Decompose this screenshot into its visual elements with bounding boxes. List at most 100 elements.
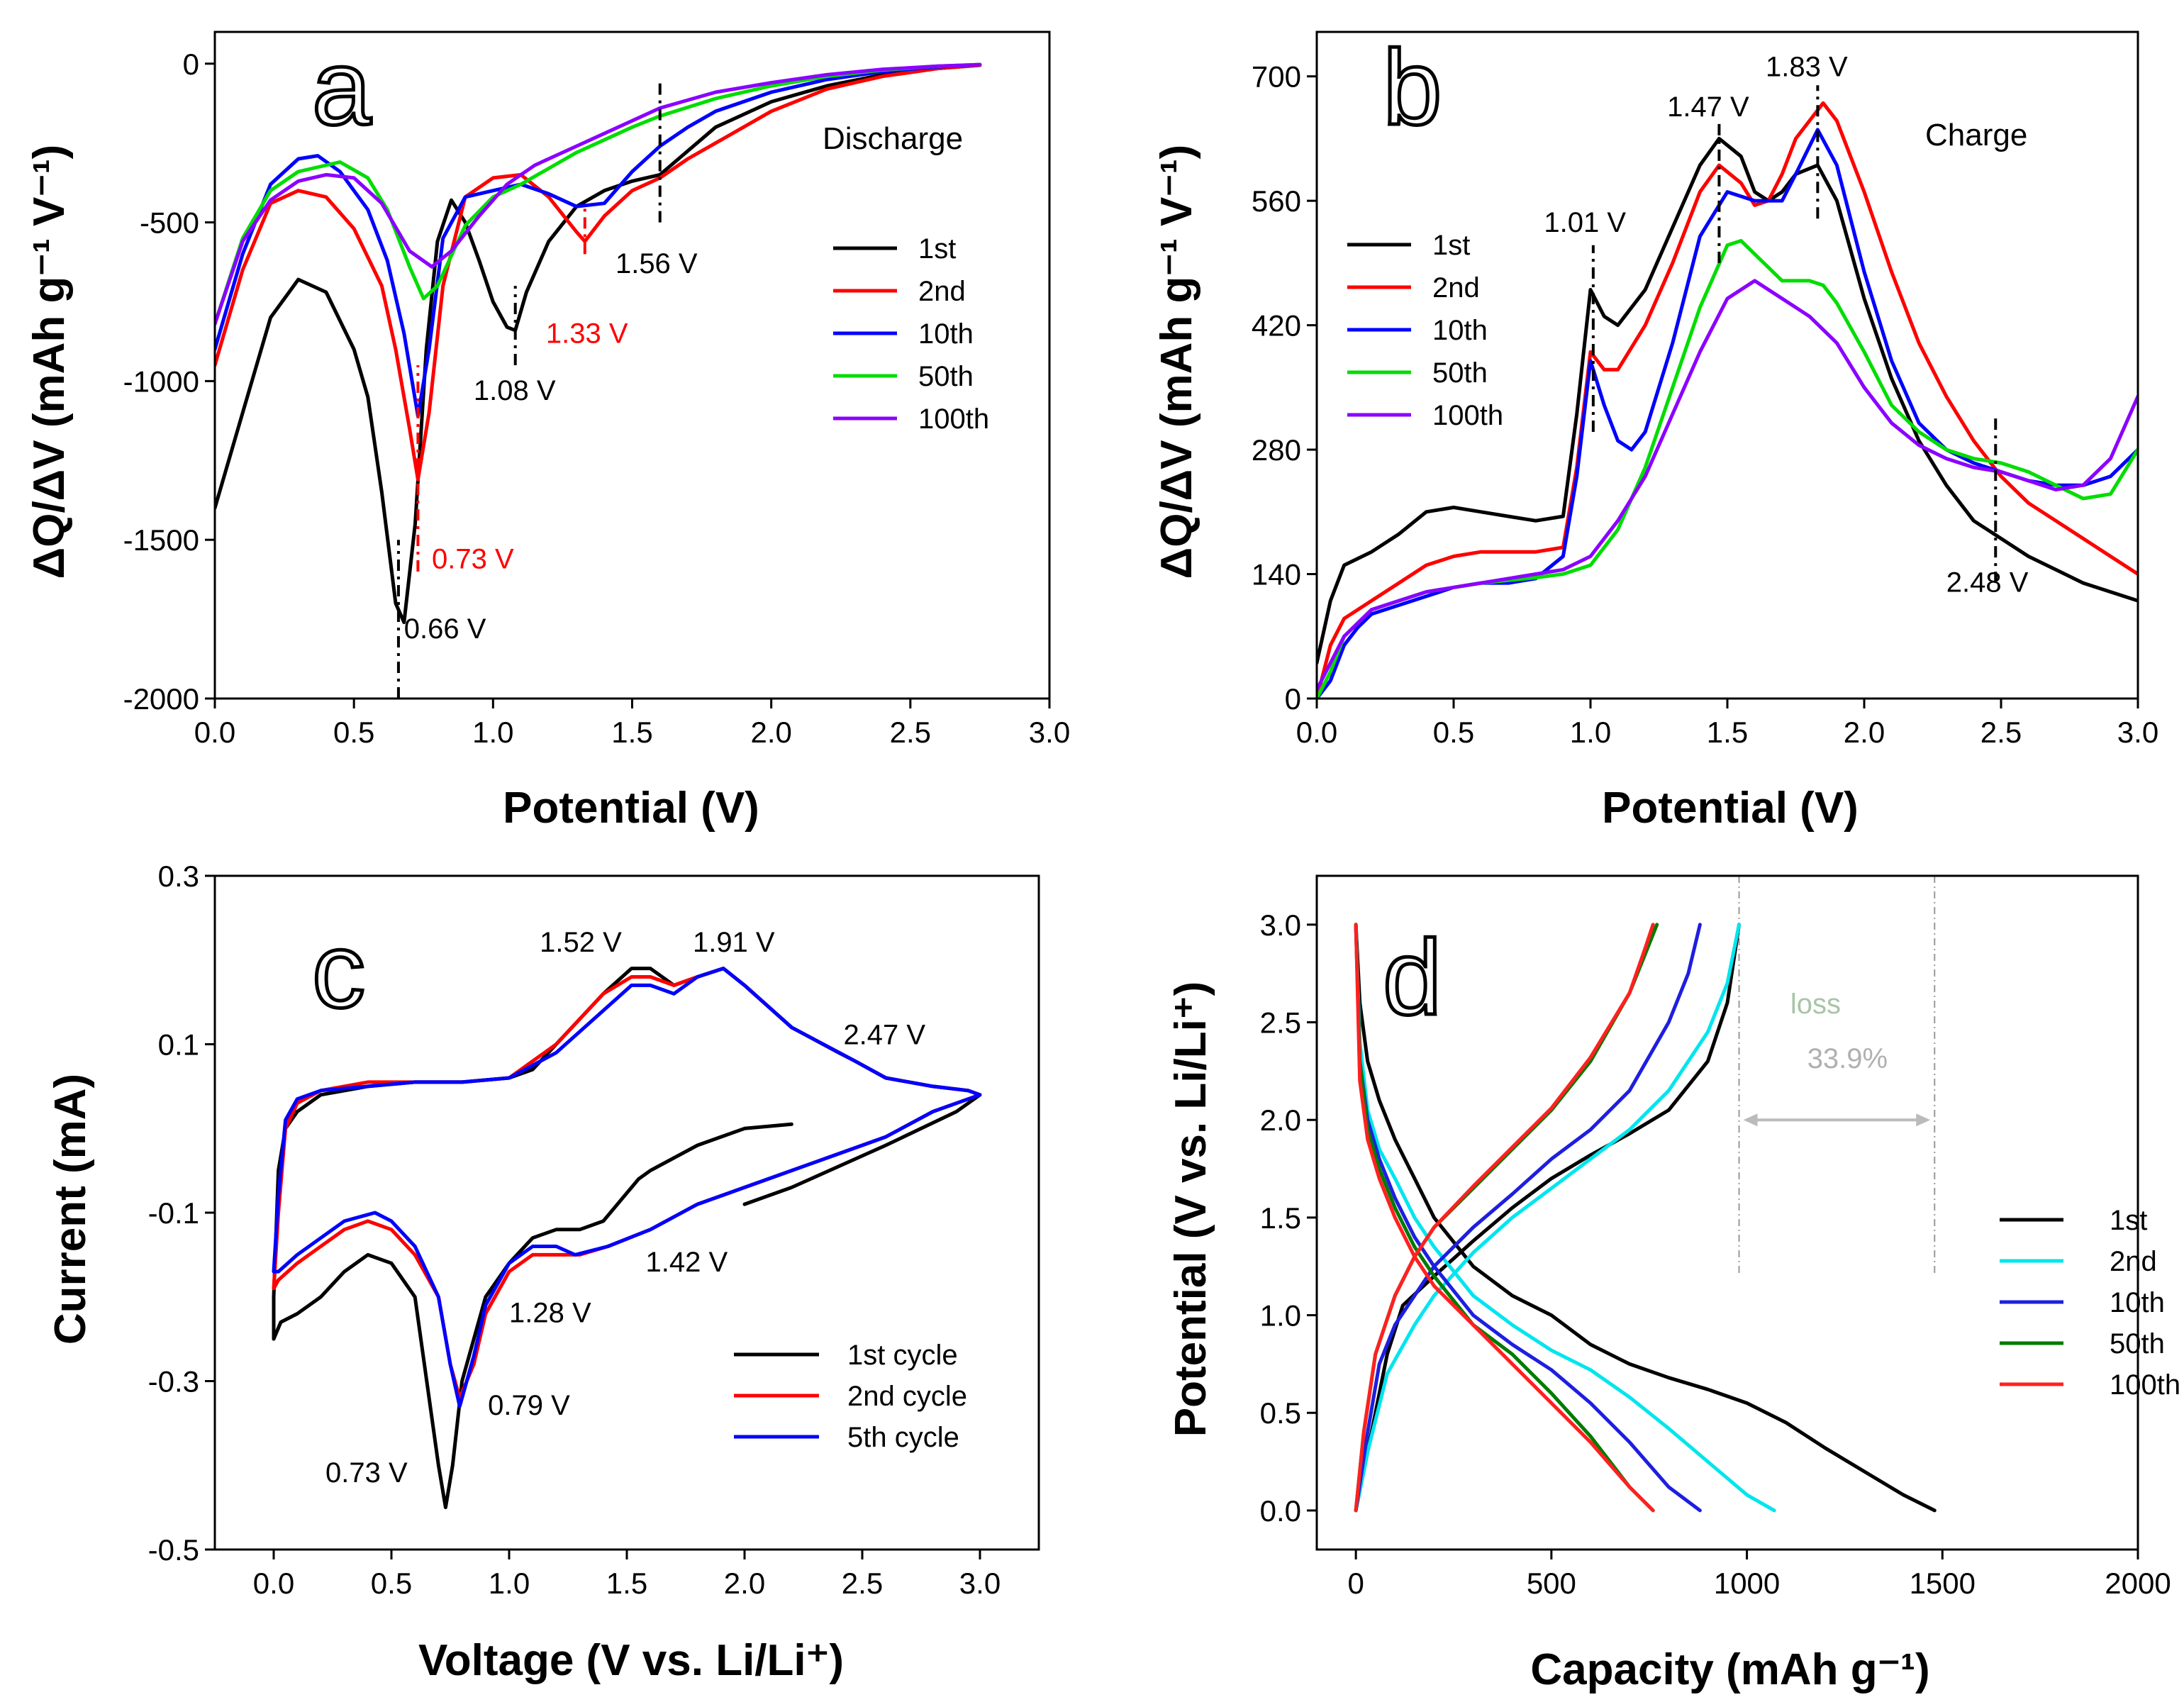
panel-c-ytick-label: -0.5 [148,1533,199,1567]
panel-a-annotation: 1.08 V [474,375,556,406]
panel-b-legend-label: 50th [1432,357,1488,389]
panel-b-frame [1315,30,2139,700]
panel-c-xtick-label: 2.0 [724,1567,765,1600]
panel-d-xlabel: Capacity (mAh g⁻¹) [1530,1645,1929,1694]
panel-d-series-2nd-charge [1354,923,1741,1513]
panel-c-xtick-label: 1.0 [489,1567,530,1600]
panel-b-annotation: 2.48 V [1946,567,2029,599]
panel-b-ytick-label: 560 [1252,184,1301,218]
panel-b-legend-label: 100th [1432,400,1503,431]
panel-b-legend-label: 2nd [1432,272,1480,304]
panel-c-legend-label: 2nd cycle [847,1381,967,1412]
panel-b-plot-area: 0.0 0.5 1.0 1.5 2.0 2.5 3.0 0 140 280 420 560 700 1.0… [1252,30,2158,749]
panel-d-ytick-label: 2.5 [1260,1006,1301,1040]
panel-d-ytick-label: 3.0 [1260,908,1301,942]
panel-a-ytick-label: -1500 [123,523,199,557]
panel-c-series-5th cycle [272,967,982,1408]
panel-d-legend-label: 100th [2110,1369,2180,1401]
panel-d-ytick-label: 1.5 [1260,1201,1301,1235]
panel-c-xtick-label: 2.5 [842,1567,883,1600]
panel-b-ytick-label: 700 [1252,60,1301,94]
panel-a-xlabel: Potential (V) [503,784,759,833]
panel-a-ytick-label: -1000 [123,365,199,398]
panel-c-annotation: 1.52 V [540,927,622,958]
panel-d-ytick-label: 2.0 [1260,1103,1301,1137]
panel-a-xtick-label: 0.0 [194,716,235,749]
panel-a-series-50th [215,62,982,326]
panel-a-legend-label: 50th [918,361,974,392]
panel-c-letter: c [312,911,365,1030]
panel-a-ytick-label: 0 [183,48,199,81]
panel-d-legend-label: 2nd [2110,1246,2157,1277]
panel-c-ytick-label: 0.1 [158,1028,199,1062]
panel-c-annotation: 1.28 V [509,1297,591,1328]
panel-a-series-10th [215,62,982,418]
panel-b-series-10th [1317,128,2138,699]
panel-a-annotation: 0.66 V [404,613,486,645]
panel-d-xtick-label: 0 [1347,1567,1364,1600]
panel-d-letter: d [1383,918,1442,1037]
panel-d-loss-value: 33.9% [1807,1043,1888,1074]
panel-a-xtick-label: 1.0 [472,716,513,749]
panel-a-legend-label: 10th [918,318,974,350]
panel-a-annotation: 1.33 V [546,318,628,350]
panel-a-legend-label: 2nd [918,276,966,307]
panel-a-annotation: 0.73 V [432,543,514,574]
panel-b-annotation: 1.01 V [1544,207,1626,238]
panel-b-xtick-label: 0.5 [1433,716,1474,749]
panel-d-series-1st-charge [1354,923,1741,1513]
panel-d-series-100th-discharge [1354,923,1655,1513]
panel-b-xtick-label: 2.0 [1844,716,1885,749]
panel-c-ylabel: Current (mA) [46,1074,95,1345]
panel-c-annotation: 0.73 V [325,1457,408,1489]
panel-b-xtick-label: 3.0 [2117,716,2158,749]
panel-c-legend-label: 5th cycle [847,1422,959,1453]
panel-d-loss-arrowhead [1916,1113,1931,1127]
panel-d-ytick-label: 0.5 [1260,1396,1301,1430]
panel-c-annotation: 2.47 V [843,1020,925,1051]
panel-a-xtick-label: 1.5 [611,716,652,749]
panel-c-annotation: 1.42 V [646,1247,728,1278]
panel-b-series-2nd [1317,101,2138,699]
panel-d-series-10th-discharge [1354,923,1702,1513]
panel-b-series-1st [1317,136,2138,665]
panel-a-plot-area: 0.0 0.5 1.0 1.5 2.0 2.5 3.0 -2000 -1500 -1000 -500… [123,30,1070,749]
panel-c-xlabel: Voltage (V vs. Li/Li⁺) [418,1636,844,1685]
panel-d-xtick-label: 1000 [1714,1567,1780,1600]
panel-b: 0.0 0.5 1.0 1.5 2.0 2.5 3.0 0 140 280 420 560 700 1.0… [1152,26,2158,833]
panel-a-series-1st [215,63,982,625]
panel-d-xtick-label: 1500 [1910,1567,1976,1600]
panel-b-xtick-label: 0.0 [1296,716,1337,749]
panel-c-xtick-label: 0.0 [253,1567,294,1600]
panel-a-annotation: 1.56 V [615,248,698,279]
panel-a-ytick-label: -2000 [123,682,199,716]
panel-d-ytick-label: 1.0 [1260,1299,1301,1333]
panel-a-series-2nd [215,63,982,482]
panel-b-ytick-label: 0 [1285,682,1301,716]
panel-a-ytick-label: -500 [140,206,199,240]
panel-a-legend-label: 100th [918,404,989,435]
panel-d-xtick-label: 500 [1527,1567,1576,1600]
panel-d-frame [1315,874,2139,1551]
panel-b-legend-label: 1st [1432,230,1470,261]
panel-d-series-100th-charge [1354,923,1655,1513]
panel-b-annotation: 1.47 V [1667,91,1749,123]
panel-b-ylabel: ΔQ/ΔV (mAh g⁻¹ V⁻¹) [1152,145,1201,579]
panel-d-legend-label: 1st [2110,1205,2147,1236]
panel-b-legend-label: 10th [1432,315,1488,346]
panel-b-series-50th [1317,239,2138,699]
panel-b-corner-label: Charge [1925,118,2027,152]
panel-c-plot-area: 0.0 0.5 1.0 1.5 2.0 2.5 3.0 -0.5 -0.3 -0.1 0.1 0.3 1… [148,860,1040,1600]
panel-c-annotation: 1.91 V [693,927,775,958]
panel-a-xtick-label: 0.5 [333,716,374,749]
panel-c-annotation: 0.79 V [488,1390,570,1421]
panel-a-legend-label: 1st [918,233,956,265]
panel-a-letter: a [312,28,372,147]
panel-a-series-100th [215,62,982,326]
panel-b-annotation: 1.83 V [1766,52,1848,83]
panel-c-xtick-label: 0.5 [371,1567,412,1600]
panel-d-series-2nd-discharge [1354,923,1776,1513]
panel-c-xtick-label: 3.0 [959,1567,1001,1600]
panel-d-xtick-label: 2000 [2105,1567,2171,1600]
